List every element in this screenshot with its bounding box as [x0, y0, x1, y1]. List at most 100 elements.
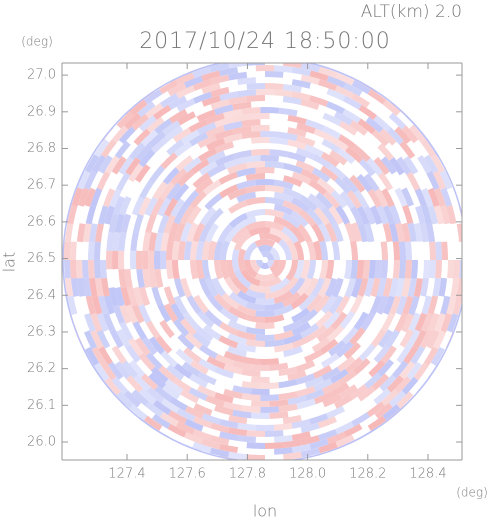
echo-cell	[399, 140, 416, 159]
echo-cell	[337, 148, 356, 165]
echo-cell	[214, 293, 232, 311]
echo-cell	[337, 355, 356, 372]
echo-cell	[219, 443, 239, 453]
echo-cell	[163, 303, 178, 323]
echo-cell	[232, 385, 252, 395]
y-tick-label: 26.0	[27, 435, 56, 450]
echo-cell	[192, 222, 206, 243]
echo-cell	[108, 213, 119, 233]
echo-cell	[256, 58, 274, 59]
echo-cell	[180, 205, 195, 225]
echo-cell	[345, 357, 363, 374]
echo-cell	[269, 247, 281, 260]
echo-cell	[241, 393, 261, 401]
x-tick-label: 127.4	[108, 467, 145, 482]
echo-cell	[101, 277, 110, 297]
echo-cell	[237, 77, 256, 85]
echo-cell	[148, 165, 165, 184]
echo-cell	[218, 335, 239, 349]
echo-cell	[250, 113, 270, 120]
echo-cell	[414, 312, 427, 332]
echo-cell	[311, 277, 325, 297]
echo-cell	[308, 324, 328, 341]
echo-cell	[210, 74, 230, 85]
echo-cell	[95, 277, 104, 297]
echo-cell	[175, 85, 195, 99]
echo-cell	[150, 136, 169, 154]
echo-cell	[291, 307, 311, 323]
echo-cell	[299, 195, 318, 212]
echo-cell	[300, 422, 320, 434]
echo-cell	[227, 187, 248, 201]
echo-cell	[175, 348, 194, 365]
echo-cell	[192, 66, 212, 79]
echo-cell	[379, 374, 397, 392]
echo-cell	[245, 197, 265, 206]
echo-cell	[429, 241, 437, 260]
echo-cell	[309, 413, 329, 425]
echo-cell	[151, 414, 171, 429]
echo-cell	[202, 324, 222, 341]
echo-cell	[427, 313, 440, 333]
echo-cell	[350, 240, 359, 260]
echo-cell	[215, 153, 235, 167]
echo-cell	[131, 304, 145, 324]
echo-cell	[250, 412, 270, 419]
echo-cell	[295, 160, 315, 173]
echo-cell	[150, 197, 165, 217]
x-axis-label: lon	[253, 502, 277, 521]
echo-cell	[265, 339, 285, 347]
echo-cell	[197, 385, 217, 398]
echo-cell	[198, 358, 218, 373]
echo-cell	[128, 359, 146, 378]
echo-cell	[382, 205, 395, 225]
echo-cell	[168, 410, 188, 425]
echo-cell	[326, 325, 345, 343]
echo-cell	[190, 240, 199, 260]
echo-cell	[287, 114, 307, 125]
echo-cell	[220, 260, 230, 280]
echo-cell	[283, 162, 303, 175]
echo-cell	[189, 373, 209, 388]
echo-cell	[64, 278, 74, 297]
echo-cell	[389, 295, 401, 315]
echo-cell	[386, 375, 404, 393]
echo-cell	[322, 112, 342, 126]
echo-cell	[250, 376, 270, 383]
echo-cell	[456, 223, 462, 242]
echo-cell	[133, 374, 151, 392]
echo-cell	[265, 70, 284, 78]
echo-cell	[335, 295, 350, 315]
echo-cell	[182, 190, 200, 209]
echo-cell	[120, 287, 132, 307]
echo-cell	[368, 359, 386, 378]
echo-cell	[232, 360, 252, 371]
echo-cell	[265, 185, 285, 194]
echo-cell	[134, 337, 151, 356]
echo-cell	[166, 182, 182, 201]
echo-cell	[160, 152, 178, 170]
echo-cell	[160, 232, 170, 252]
echo-cell	[221, 292, 240, 310]
echo-cell	[260, 262, 270, 270]
echo-cell	[463, 224, 466, 242]
echo-cell	[300, 323, 320, 339]
echo-cell	[386, 127, 404, 145]
echo-cell	[77, 170, 91, 190]
echo-cell	[250, 364, 270, 371]
echo-cell	[245, 173, 265, 181]
echo-cell	[357, 223, 369, 243]
echo-cell	[236, 304, 257, 317]
echo-cell	[321, 366, 341, 382]
echo-cell	[269, 411, 289, 419]
echo-cell	[358, 158, 376, 177]
echo-cell	[260, 406, 280, 413]
echo-cell	[269, 149, 289, 158]
echo-cell	[180, 278, 192, 298]
echo-cell	[295, 360, 316, 373]
echo-cell	[250, 388, 270, 395]
echo-cell	[300, 168, 320, 183]
echo-cell	[313, 294, 330, 313]
y-tick-label: 26.1	[27, 398, 56, 413]
echo-cell	[298, 209, 316, 227]
